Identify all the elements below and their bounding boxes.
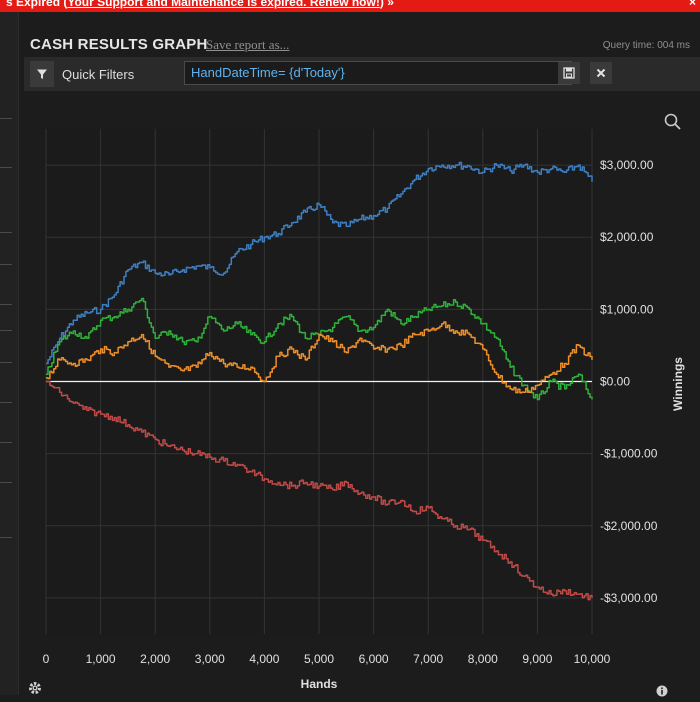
y-tick-label: $0.00 bbox=[600, 375, 630, 389]
zoom-icon[interactable] bbox=[664, 113, 682, 136]
clear-filter-button[interactable] bbox=[590, 62, 612, 84]
x-tick-label: 6,000 bbox=[359, 652, 389, 666]
page-title: CASH RESULTS GRAPH bbox=[30, 36, 208, 53]
x-tick-label: 7,000 bbox=[413, 652, 443, 666]
renew-link[interactable]: Your Support and Maintenance is expired.… bbox=[67, 0, 380, 9]
x-tick-label: 4,000 bbox=[249, 652, 279, 666]
x-tick-label: 8,000 bbox=[468, 652, 498, 666]
strip-divider bbox=[0, 482, 12, 483]
save-filter-button[interactable] bbox=[558, 62, 580, 84]
expiry-lead: s Expired ( bbox=[6, 0, 68, 9]
quick-filters-label: Quick Filters bbox=[62, 66, 135, 82]
expiry-tail: ) » bbox=[379, 0, 394, 9]
y-tick-label: -$3,000.00 bbox=[600, 591, 658, 605]
x-tick-label: 9,000 bbox=[522, 652, 552, 666]
strip-divider bbox=[0, 402, 12, 403]
filter-expression-input[interactable] bbox=[184, 61, 572, 85]
strip-divider bbox=[0, 537, 12, 538]
strip-divider bbox=[0, 330, 12, 331]
series-line-3 bbox=[46, 380, 593, 601]
funnel-icon bbox=[30, 61, 54, 87]
strip-divider bbox=[0, 118, 12, 119]
x-tick-label: 1,000 bbox=[86, 652, 116, 666]
series-line-2 bbox=[46, 321, 593, 394]
close-icon bbox=[596, 68, 606, 78]
x-tick-label: 2,000 bbox=[140, 652, 170, 666]
y-tick-label: -$1,000.00 bbox=[600, 447, 658, 461]
chart-series bbox=[46, 161, 593, 601]
expiry-banner: s Expired (Your Support and Maintenance … bbox=[0, 0, 700, 12]
query-time: Query time: 004 ms bbox=[602, 40, 690, 51]
quick-filters-button[interactable]: Quick Filters bbox=[30, 61, 142, 87]
expiry-text: s Expired (Your Support and Maintenance … bbox=[6, 0, 394, 8]
x-tick-label: 0 bbox=[43, 652, 50, 666]
left-panel-strip bbox=[0, 12, 19, 695]
x-tick-labels: 0 1,000 2,000 3,000 4,000 5,000 6,000 7,000 8,00… bbox=[43, 652, 611, 666]
info-icon[interactable] bbox=[656, 684, 668, 702]
save-report-link[interactable]: Save report as... bbox=[206, 37, 290, 52]
y-tick-label: -$2,000.00 bbox=[600, 519, 658, 533]
strip-divider bbox=[0, 304, 12, 305]
strip-divider bbox=[0, 442, 12, 443]
y-tick-label: $1,000.00 bbox=[600, 302, 654, 316]
series-line-0 bbox=[46, 161, 593, 365]
y-tick-labels: $3,000.00 $2,000.00 $1,000.00 $0.00 -$1,000.… bbox=[600, 158, 658, 605]
x-axis-label: Hands bbox=[301, 677, 338, 691]
x-tick-label: 10,000 bbox=[574, 652, 611, 666]
y-axis-label: Winnings bbox=[671, 357, 685, 411]
y-tick-label: $2,000.00 bbox=[600, 230, 654, 244]
floppy-icon bbox=[563, 67, 575, 79]
strip-divider bbox=[0, 232, 12, 233]
gear-icon[interactable] bbox=[27, 680, 43, 701]
y-tick-label: $3,000.00 bbox=[600, 158, 654, 172]
banner-close-button[interactable]: × bbox=[688, 0, 696, 9]
x-tick-label: 3,000 bbox=[195, 652, 225, 666]
strip-divider bbox=[0, 362, 12, 363]
strip-divider bbox=[0, 167, 12, 168]
x-tick-label: 5,000 bbox=[304, 652, 334, 666]
quick-filter-bar: Quick Filters bbox=[24, 57, 700, 91]
strip-divider bbox=[0, 264, 12, 265]
